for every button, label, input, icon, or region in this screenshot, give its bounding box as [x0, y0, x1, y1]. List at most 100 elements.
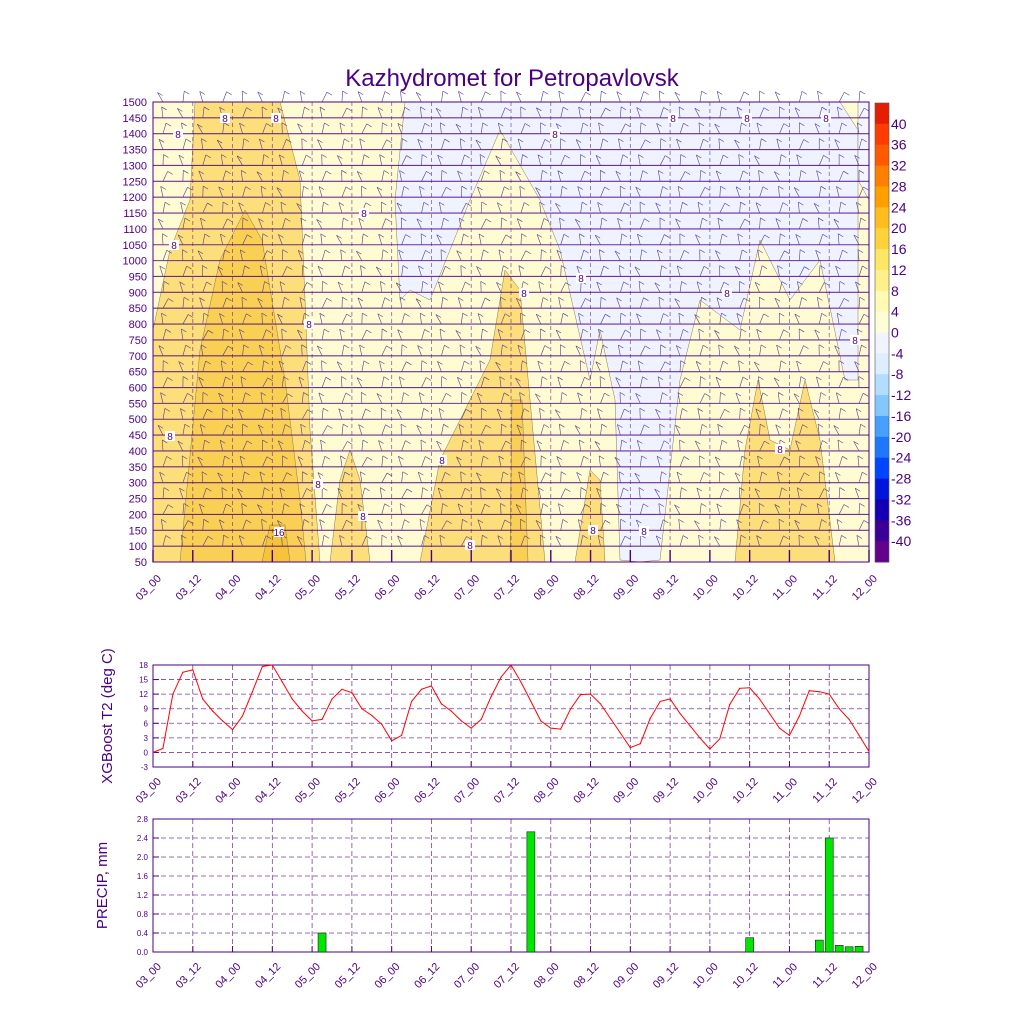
- wind-barb-flag: [774, 504, 780, 508]
- wind-barb: [716, 503, 721, 515]
- wind-barb-flag: [477, 313, 484, 317]
- wind-barb: [499, 376, 502, 388]
- wind-barb-flag: [834, 139, 840, 143]
- wind-barb: [221, 281, 223, 293]
- wind-barb-flag: [180, 202, 186, 206]
- wind-barb: [399, 170, 402, 182]
- wind-barb: [418, 472, 422, 483]
- colorbar-segment: [875, 415, 889, 438]
- wind-barb: [259, 265, 263, 277]
- wind-barb-flag: [803, 139, 809, 143]
- wind-barb-flag: [226, 297, 232, 302]
- wind-barb-flag: [754, 488, 761, 492]
- y-tick-label: 1500: [123, 97, 147, 109]
- wind-barb-flag: [197, 123, 203, 128]
- wind-barb-flag: [381, 407, 387, 412]
- wind-barb-flag: [585, 504, 591, 508]
- colorbar-label: 28: [891, 178, 907, 194]
- wind-barb-flag: [446, 520, 452, 524]
- wind-barb: [540, 91, 544, 103]
- wind-barb-flag: [301, 344, 307, 349]
- colorbar-label: 12: [891, 262, 907, 278]
- wind-barb: [437, 361, 442, 372]
- wind-barb-flag: [376, 393, 383, 397]
- wind-barb-flag: [283, 376, 289, 380]
- wind-barb: [281, 328, 283, 340]
- wind-barb-flag: [598, 328, 604, 333]
- wind-barb-flag: [603, 471, 609, 476]
- wind-barb: [280, 408, 283, 420]
- wind-barb: [158, 345, 164, 356]
- wind-barb: [517, 345, 522, 356]
- wind-barb: [298, 376, 303, 388]
- wind-barb-flag: [799, 455, 806, 460]
- wind-barb-flag: [538, 281, 544, 285]
- wind-barb: [596, 281, 601, 293]
- wind-barb: [476, 393, 482, 404]
- wind-barb: [436, 234, 442, 245]
- wind-barb-flag: [676, 138, 682, 143]
- wind-barb-flag: [438, 281, 444, 286]
- wind-barb: [597, 408, 601, 420]
- wind-barb-flag: [738, 154, 744, 158]
- wind-barb-flag: [423, 408, 429, 412]
- wind-barb-flag: [440, 122, 446, 127]
- wind-barb-flag: [161, 106, 167, 111]
- wind-barb-flag: [200, 424, 206, 428]
- wind-barb: [222, 170, 226, 182]
- wind-barb: [180, 408, 184, 420]
- wind-barb-flag: [445, 265, 451, 270]
- wind-barb: [182, 297, 185, 309]
- wind-barb-flag: [617, 424, 623, 428]
- wind-barb-flag: [164, 201, 171, 206]
- wind-barb-flag: [863, 186, 869, 191]
- wind-barb-flag: [639, 201, 646, 206]
- t2-point: [520, 681, 522, 683]
- precip-x-tick-label: 09_12: [651, 961, 681, 991]
- wind-barb-flag: [498, 122, 504, 127]
- colorbar-label: 16: [891, 241, 907, 257]
- wind-barb: [858, 472, 863, 483]
- wind-barb: [656, 329, 661, 341]
- wind-barb: [580, 250, 585, 261]
- wind-barb-flag: [839, 281, 846, 285]
- colorbar-segment: [875, 207, 889, 229]
- wind-barb: [181, 328, 184, 340]
- wind-barb-flag: [821, 519, 827, 523]
- wind-barb-flag: [616, 297, 622, 302]
- wind-barb-flag: [259, 345, 265, 349]
- wind-barb: [558, 91, 562, 103]
- wind-barb-flag: [317, 345, 323, 350]
- wind-barb: [575, 219, 581, 230]
- wind-barb-flag: [177, 108, 183, 112]
- t2-point: [838, 708, 840, 710]
- wind-barb-flag: [426, 504, 433, 509]
- wind-barb-flag: [601, 423, 607, 428]
- wind-barb: [401, 488, 408, 499]
- y-tick-label: 450: [129, 430, 147, 442]
- wind-barb-flag: [357, 91, 364, 95]
- wind-barb: [480, 218, 487, 230]
- colorbar-segment: [875, 457, 889, 480]
- wind-barb: [515, 504, 522, 515]
- wind-barb: [201, 265, 204, 277]
- wind-barb-flag: [477, 392, 483, 397]
- x-tick-label: 10_00: [691, 573, 721, 603]
- wind-barb-flag: [754, 282, 761, 286]
- wind-barb: [580, 456, 584, 467]
- wind-barb-flag: [678, 106, 685, 111]
- wind-barb: [600, 520, 606, 531]
- t2-point: [202, 698, 204, 700]
- wind-barb: [202, 154, 207, 166]
- wind-barb: [262, 535, 267, 547]
- wind-barb: [297, 456, 303, 467]
- wind-barb-flag: [237, 282, 243, 286]
- t2-point: [858, 734, 860, 737]
- wind-barb: [282, 503, 285, 515]
- wind-barb-flag: [818, 344, 825, 349]
- wind-barb-flag: [418, 265, 424, 270]
- contour-label-bg: [550, 129, 560, 139]
- wind-barb: [421, 535, 425, 547]
- wind-barb: [737, 233, 740, 245]
